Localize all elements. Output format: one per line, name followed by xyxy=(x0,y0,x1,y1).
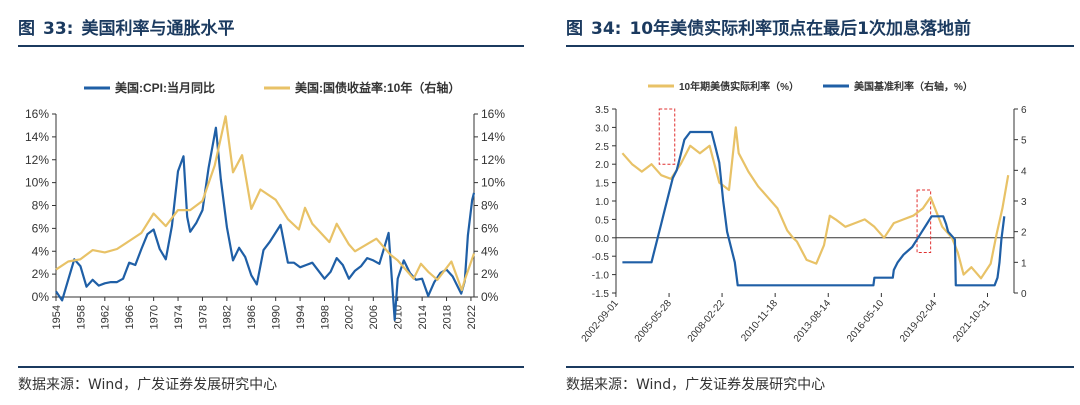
x-tick-label: 1994 xyxy=(295,305,307,329)
y-left-tick-label: 8% xyxy=(32,199,50,213)
y-left-tick-label: 10% xyxy=(25,176,49,190)
y-left-tick-label: 14% xyxy=(25,130,49,144)
source-note: 数据来源：Wind，广发证券发展研究中心 xyxy=(18,377,278,393)
y-right-tick-label: 14% xyxy=(481,130,505,144)
figure-title: 图 34: 10年美债实际利率顶点在最后1次加息落地前 xyxy=(566,14,971,39)
series-line-1 xyxy=(622,130,1006,287)
x-tick-label: 1982 xyxy=(222,305,234,329)
y-left-tick-label: 0.0 xyxy=(595,234,609,245)
y-right-tick-label: 4% xyxy=(481,244,499,258)
x-tick-label: 1990 xyxy=(271,305,283,329)
figure-label: 图 xyxy=(18,19,35,39)
x-tick-label: 2002-09-01 xyxy=(580,298,622,345)
y-right-tick-label: 3 xyxy=(1021,197,1027,208)
x-tick-label: 1998 xyxy=(319,305,331,329)
title-rule xyxy=(566,45,1074,47)
y-right-tick-label: 5 xyxy=(1021,136,1027,147)
series-line-0 xyxy=(55,126,476,321)
y-left-tick-label: 1.5 xyxy=(595,179,609,190)
x-tick-label: 1970 xyxy=(148,305,160,329)
source-note: 数据来源：Wind，广发证券发展研究中心 xyxy=(566,377,826,393)
y-right-tick-label: 2 xyxy=(1021,228,1027,239)
x-tick-label: 2018 xyxy=(441,305,453,329)
x-tick-label: 1986 xyxy=(246,305,258,329)
figure-title: 图 33: 美国利率与通胀水平 xyxy=(18,14,234,39)
y-right-tick-label: 16% xyxy=(481,107,505,121)
right-figure-panel: 图 34: 10年美债实际利率顶点在最后1次加息落地前 10年期美债实际利率（%） 美… xyxy=(548,0,1080,405)
y-right-tick-label: 6 xyxy=(1021,105,1027,116)
y-left-tick-label: 3.5 xyxy=(595,105,609,116)
cpi-yield-chart: 美国:CPI:当月同比 美国:国债收益率:10年（右轴） 0% 2% 4% 6% 8% 10%… xyxy=(25,80,505,329)
y-right-tick-label: 2% xyxy=(481,267,499,281)
x-tick-label: 2021-10-31 xyxy=(951,298,993,345)
figure-number: 33: xyxy=(43,19,74,39)
x-tick-label: 2014 xyxy=(417,305,429,329)
title-rule xyxy=(18,45,524,47)
y-left-tick-label: 1.0 xyxy=(595,197,609,208)
x-tick-label: 2022 xyxy=(466,305,478,329)
y-left-tick-label: -0.5 xyxy=(592,252,610,263)
x-tick-label: 1966 xyxy=(124,305,136,329)
figure-title-text: 10年美债实际利率顶点在最后1次加息落地前 xyxy=(629,19,971,39)
x-tick-label: 1962 xyxy=(100,305,112,329)
x-tick-label: 1974 xyxy=(173,305,185,329)
y-left-tick-label: 4% xyxy=(32,244,50,258)
y-right-tick-label: 10% xyxy=(481,176,505,190)
x-tick-label: 2006 xyxy=(368,305,380,329)
annotation-box-1 xyxy=(916,189,932,254)
y-right-tick-label: 8% xyxy=(481,199,499,213)
x-tick-label: 2019-02-04 xyxy=(898,298,940,345)
left-figure-panel: 图 33: 美国利率与通胀水平 美国:CPI:当月同比 美国:国债收益率:10年（右轴… xyxy=(0,0,530,405)
y-left-tick-label: 0% xyxy=(32,290,50,304)
x-tick-label: 2005-05-28 xyxy=(633,298,675,345)
series-line-0 xyxy=(621,126,1010,280)
legend-label-0: 10年期美债实际利率（%） xyxy=(679,80,799,93)
y-right-tick-label: 12% xyxy=(481,153,505,167)
x-tick-label: 1954 xyxy=(51,305,63,329)
y-left-tick-label: -1.5 xyxy=(592,289,610,300)
y-left-tick-label: 0.5 xyxy=(595,215,609,226)
y-left-tick-label: 16% xyxy=(25,107,49,121)
figure-title-text: 美国利率与通胀水平 xyxy=(81,19,235,39)
figure-label: 图 xyxy=(566,19,583,39)
x-tick-label: 2002 xyxy=(344,305,356,329)
y-left-tick-label: 12% xyxy=(25,153,49,167)
x-tick-label: 2013-08-14 xyxy=(792,298,834,345)
y-right-tick-label: 4 xyxy=(1021,166,1027,177)
y-right-tick-label: 0% xyxy=(481,290,499,304)
series-line-1 xyxy=(55,115,476,292)
legend-label-1: 美国:国债收益率:10年（右轴） xyxy=(295,80,460,95)
figure-number: 34: xyxy=(591,19,622,39)
x-tick-label: 2008-02-22 xyxy=(686,298,728,345)
y-right-tick-label: 6% xyxy=(481,221,499,235)
y-right-tick-label: 0 xyxy=(1021,289,1027,300)
annotation-box-0 xyxy=(658,108,676,165)
y-left-tick-label: 6% xyxy=(32,221,50,235)
x-tick-label: 1958 xyxy=(75,305,87,329)
y-left-tick-label: 3.0 xyxy=(595,123,609,134)
source-rule xyxy=(566,366,1074,368)
y-right-tick-label: 1 xyxy=(1021,258,1027,269)
x-tick-label: 2016-05-10 xyxy=(845,298,887,345)
y-left-tick-label: 2.0 xyxy=(595,160,609,171)
x-tick-label: 2010-11-18 xyxy=(739,298,780,344)
source-rule xyxy=(18,366,524,368)
legend-label-0: 美国:CPI:当月同比 xyxy=(115,80,215,95)
y-left-tick-label: 2% xyxy=(32,267,50,281)
x-tick-label: 1978 xyxy=(197,305,209,329)
y-left-tick-label: -1.0 xyxy=(592,271,610,282)
real-rate-fed-chart: 10年期美债实际利率（%） 美国基准利率（右轴，%） -1.5 -1.0 -0.5 0.0… xyxy=(580,80,1027,345)
y-left-tick-label: 2.5 xyxy=(595,142,609,153)
legend-label-1: 美国基准利率（右轴，%） xyxy=(854,80,973,93)
